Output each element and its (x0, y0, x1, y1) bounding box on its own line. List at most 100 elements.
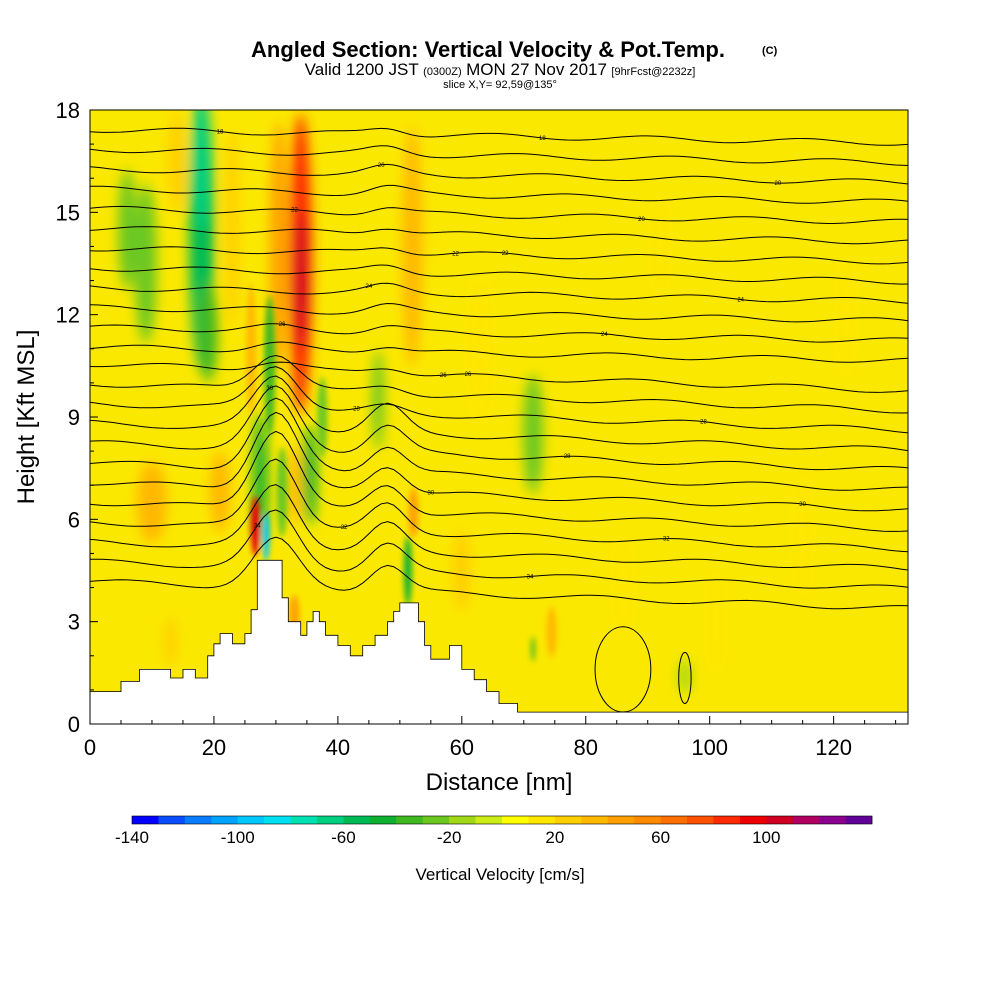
colorbar-swatch (660, 816, 688, 824)
colorbar-swatch (554, 816, 582, 824)
colorbar-swatch (819, 816, 846, 824)
contour-label: 32 (341, 525, 348, 531)
theta-contour-15 (90, 282, 908, 304)
colorbar-swatch (845, 816, 873, 824)
velocity-cell-16 (276, 447, 288, 538)
x-tick-label: 40 (326, 735, 350, 760)
velocity-cell-10 (167, 111, 186, 212)
theta-contour-2 (90, 484, 908, 571)
theta-contour-12 (90, 341, 908, 363)
velocity-cell-37 (470, 278, 491, 419)
contour-label: 26 (440, 373, 447, 379)
velocity-cell-36 (654, 196, 667, 297)
x-axis-label: Distance [nm] (426, 769, 573, 796)
contour-label: 26 (279, 322, 286, 328)
colorbar-swatch (528, 816, 556, 824)
contour-labels: 34 34 32 32 30 30 30 28 28 28 26 26 26 24 24 24 22 22 22 20… (217, 130, 807, 581)
velocity-cell-8 (402, 126, 423, 367)
velocity-cell-9 (225, 129, 240, 330)
colorbar-swatch (264, 816, 291, 824)
theta-contours (90, 127, 908, 713)
velocity-cell-15 (262, 511, 270, 562)
x-tick-label: 20 (202, 735, 226, 760)
velocity-cell-1 (191, 110, 212, 232)
contour-label: 22 (502, 251, 509, 257)
slice-info: slice X,Y= 92,59@135° (443, 79, 557, 91)
theta-contour-19 (90, 205, 908, 224)
contour-label: 30 (799, 502, 806, 508)
colorbar-swatch (634, 816, 661, 824)
colorbar-swatch (317, 816, 344, 824)
contour-label: 26 (465, 372, 472, 378)
contour-label: 28 (700, 420, 707, 426)
velocity-cell-29 (531, 636, 536, 662)
contour-label: 20 (378, 163, 385, 169)
colorbar-swatch (687, 816, 714, 824)
y-tick-label: 3 (68, 610, 80, 635)
x-tick-label: 120 (815, 735, 852, 760)
y-tick-label: 12 (56, 303, 80, 328)
theta-contour-6 (90, 397, 908, 491)
contour-label: 30 (266, 386, 273, 392)
contour-label: 24 (601, 332, 608, 338)
colorbar-tick-label: -140 (115, 828, 149, 847)
colorbar-tick-label: 20 (545, 828, 564, 847)
velocity-cell-14 (250, 496, 260, 557)
colorbar-swatch (237, 816, 265, 824)
colorbar-swatch (396, 816, 424, 824)
velocity-cell-34 (615, 537, 630, 638)
x-tick-label: 80 (574, 735, 598, 760)
colorbar-swatch (184, 816, 212, 824)
velocity-cell-27 (452, 530, 471, 611)
contour-label: 28 (353, 407, 360, 413)
x-tick-label: 100 (691, 735, 728, 760)
contour-label: 18 (539, 136, 546, 142)
velocity-cell-12 (264, 295, 276, 436)
contour-label: 20 (638, 217, 645, 223)
colorbar: -140 -100 -60 -20 20 60 100 (115, 815, 873, 847)
closed-contour-1 (678, 651, 692, 705)
contour-label: 24 (737, 298, 744, 304)
colorbar-swatch (713, 816, 741, 824)
colorbar-label: Vertical Velocity [cm/s] (415, 865, 584, 884)
y-tick-label: 9 (68, 405, 80, 430)
valid-zulu: (0300Z) (423, 66, 462, 78)
velocity-cell-32 (709, 571, 722, 672)
velocity-cell-30 (678, 658, 691, 694)
velocity-cell-31 (164, 617, 177, 668)
theta-contour-5 (90, 411, 908, 512)
colorbar-swatch (475, 816, 503, 824)
axes: 0 20 40 60 80 100 120 0 3 6 9 12 15 18 (56, 98, 897, 760)
y-tick-label: 15 (56, 200, 80, 225)
theta-contour-21 (90, 163, 908, 185)
theta-contour-20 (90, 184, 908, 204)
colorbar-swatch (369, 816, 397, 824)
velocity-cell-18 (317, 377, 328, 457)
y-tick-label: 18 (56, 98, 80, 123)
contour-label: 22 (452, 251, 459, 257)
x-tick-label: 0 (84, 735, 96, 760)
contour-label: 22 (291, 208, 298, 214)
theta-contour-11 (90, 361, 908, 393)
colorbar-swatch (343, 816, 371, 824)
velocity-cell-26 (210, 452, 231, 533)
colorbar-tick-label: 60 (651, 828, 670, 847)
velocity-cell-33 (796, 476, 809, 597)
valid-time-line: Valid 1200 JST (0300Z) MON 27 Nov 2017 [… (305, 60, 696, 79)
colorbar-swatch (739, 816, 767, 824)
theta-contour-8 (90, 375, 908, 452)
velocity-cell-25 (136, 462, 167, 543)
colorbar-swatch (132, 816, 159, 824)
theta-contour-4 (90, 430, 908, 532)
velocity-cell-11 (246, 283, 257, 414)
velocity-cell-19 (288, 445, 301, 526)
colorbar-swatch (211, 816, 239, 824)
colorbar-swatch (422, 816, 450, 824)
y-tick-label: 0 (68, 712, 80, 737)
velocity-cell-22 (408, 487, 419, 538)
y-tick-label: 6 (68, 507, 80, 532)
y-axis-label: Height [Kft MSL] (13, 330, 40, 505)
theta-contour-9 (90, 366, 908, 434)
colorbar-tick-label: 100 (752, 828, 780, 847)
